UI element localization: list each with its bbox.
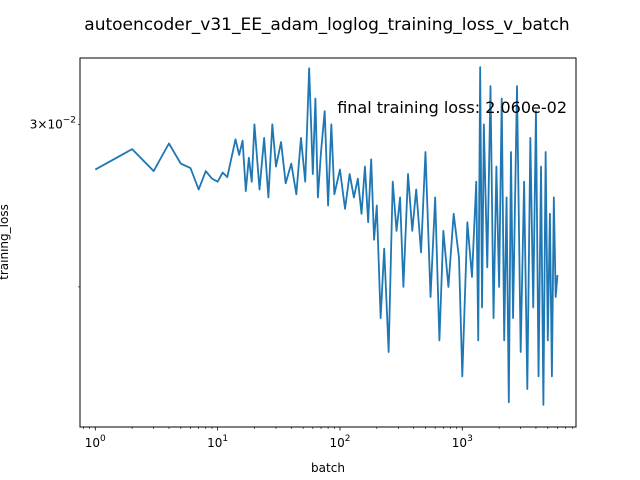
loss-series-line-0 (94, 66, 559, 406)
x-axis-label: batch (311, 461, 345, 475)
x-tick-label: 102 (329, 434, 350, 450)
x-axis: 100 101 102 103 (83, 427, 574, 450)
y-axis-label: training_loss (0, 204, 11, 280)
y-tick-label: 3×10−2 (30, 115, 76, 131)
x-tick-label: 101 (207, 434, 228, 450)
y-axis: 3×10−2 (30, 115, 80, 288)
final-loss-annotation: final training loss: 2.060e-02 (337, 98, 567, 117)
x-tick-label: 103 (452, 434, 473, 450)
chart-title: autoencoder_v31_EE_adam_loglog_training_… (84, 15, 569, 35)
x-tick-label: 100 (85, 434, 106, 450)
